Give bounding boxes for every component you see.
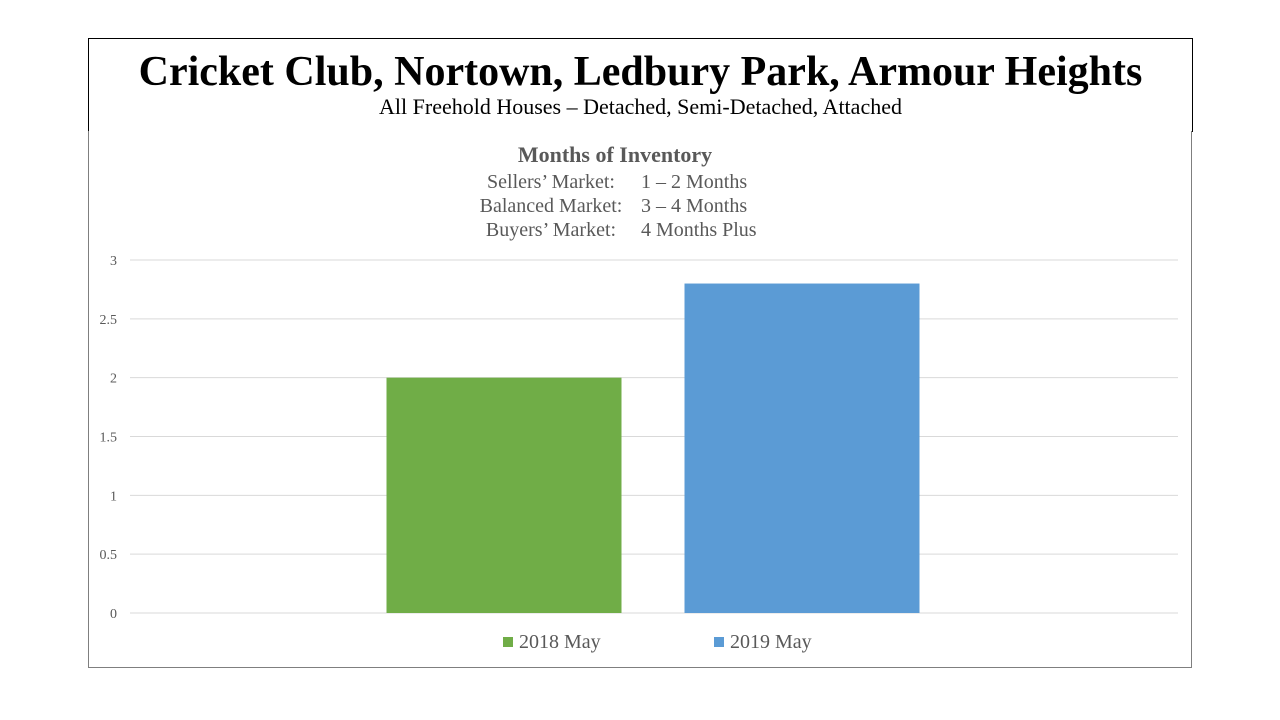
y-tick-label: 2 (110, 372, 117, 387)
title-box: Cricket Club, Nortown, Ledbury Park, Arm… (88, 38, 1193, 132)
chart-title: Months of Inventory (517, 142, 713, 167)
sub-title: All Freehold Houses – Detached, Semi-Det… (379, 94, 902, 119)
y-tick-label: 0 (110, 607, 117, 622)
bar-2018-may (386, 377, 622, 613)
y-tick-label: 1.5 (100, 431, 118, 446)
y-tick-label: 1 (110, 489, 117, 504)
legend-item-2018-may: 2018 May (503, 630, 601, 654)
chart-area (88, 131, 1192, 668)
legend: 2018 May 2019 May (0, 630, 1280, 656)
market-label: Balanced Market: (479, 195, 623, 217)
market-label: Buyers’ Market: (485, 219, 617, 241)
bar-2019-may (684, 283, 920, 613)
y-tick-label: 3 (110, 254, 117, 269)
market-label: Sellers’ Market: (487, 171, 615, 193)
legend-swatch-2018-may (503, 637, 513, 647)
market-range: 4 Months Plus (641, 219, 757, 241)
legend-label: 2018 May (519, 631, 601, 653)
market-range: 3 – 4 Months (641, 195, 748, 217)
legend-item-2019-may: 2019 May (714, 630, 812, 654)
legend-label: 2019 May (730, 631, 812, 653)
main-title: Cricket Club, Nortown, Ledbury Park, Arm… (138, 49, 1143, 95)
y-tick-label: 0.5 (100, 548, 118, 563)
market-range: 1 – 2 Months (641, 171, 748, 193)
y-tick-label: 2.5 (100, 313, 118, 328)
legend-swatch-2019-may (714, 637, 724, 647)
